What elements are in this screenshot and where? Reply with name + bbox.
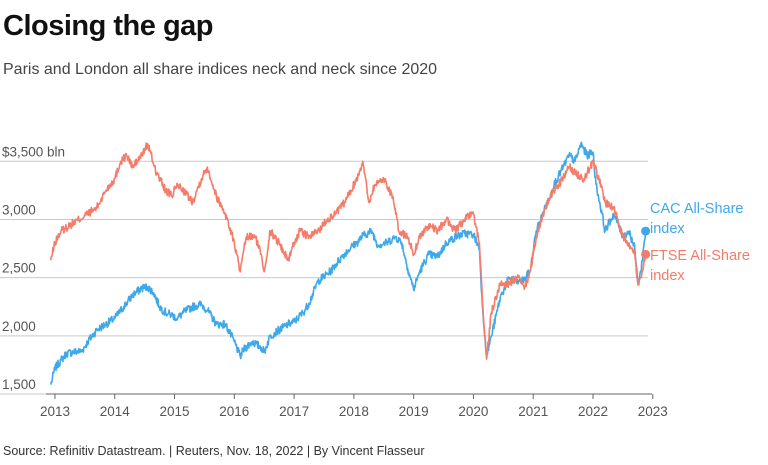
x-tick-label: 2017 <box>279 404 309 419</box>
x-tick-label: 2023 <box>638 404 668 419</box>
ftse-end-dot <box>641 249 651 259</box>
x-tick-label: 2019 <box>399 404 429 419</box>
end-labels: CAC All-Share index FTSE All-Share index <box>650 201 750 284</box>
x-tick-label: 2022 <box>578 404 608 419</box>
cac-label: index <box>650 221 685 237</box>
y-tick-label: 3,000 <box>2 202 36 217</box>
ftse-label: FTSE All-Share <box>650 248 750 264</box>
chart-subtitle: Paris and London all share indices neck … <box>3 61 438 78</box>
x-tick-label: 2016 <box>219 404 249 419</box>
x-tick-label: 2013 <box>40 404 70 419</box>
x-tick-label: 2014 <box>100 404 131 419</box>
x-axis: 2013 2014 2015 2016 2017 2018 2019 2020 2021 2022… <box>40 393 668 419</box>
y-axis-ticks: $3,500 bln 3,000 2,500 2,000 1,500 <box>2 144 65 392</box>
y-tick-label: 2,500 <box>2 261 36 276</box>
x-tick-label: 2021 <box>518 404 548 419</box>
source-note: Source: Refinitiv Datastream. | Reuters,… <box>3 444 425 458</box>
x-tick-label: 2018 <box>339 404 369 419</box>
y-tick-label: 1,500 <box>2 377 36 392</box>
cac-end-dot <box>641 226 651 236</box>
x-tick-label: 2020 <box>458 404 488 419</box>
chart-title: Closing the gap <box>3 10 214 42</box>
y-tick-label: $3,500 bln <box>2 144 65 159</box>
y-tick-label: 2,000 <box>2 319 36 334</box>
ftse-series-line <box>50 142 647 360</box>
ftse-label: index <box>650 268 685 284</box>
cac-label: CAC All-Share <box>650 201 743 217</box>
cac-series-line <box>50 141 647 385</box>
x-tick-label: 2015 <box>160 404 190 419</box>
series-lines <box>50 141 651 385</box>
